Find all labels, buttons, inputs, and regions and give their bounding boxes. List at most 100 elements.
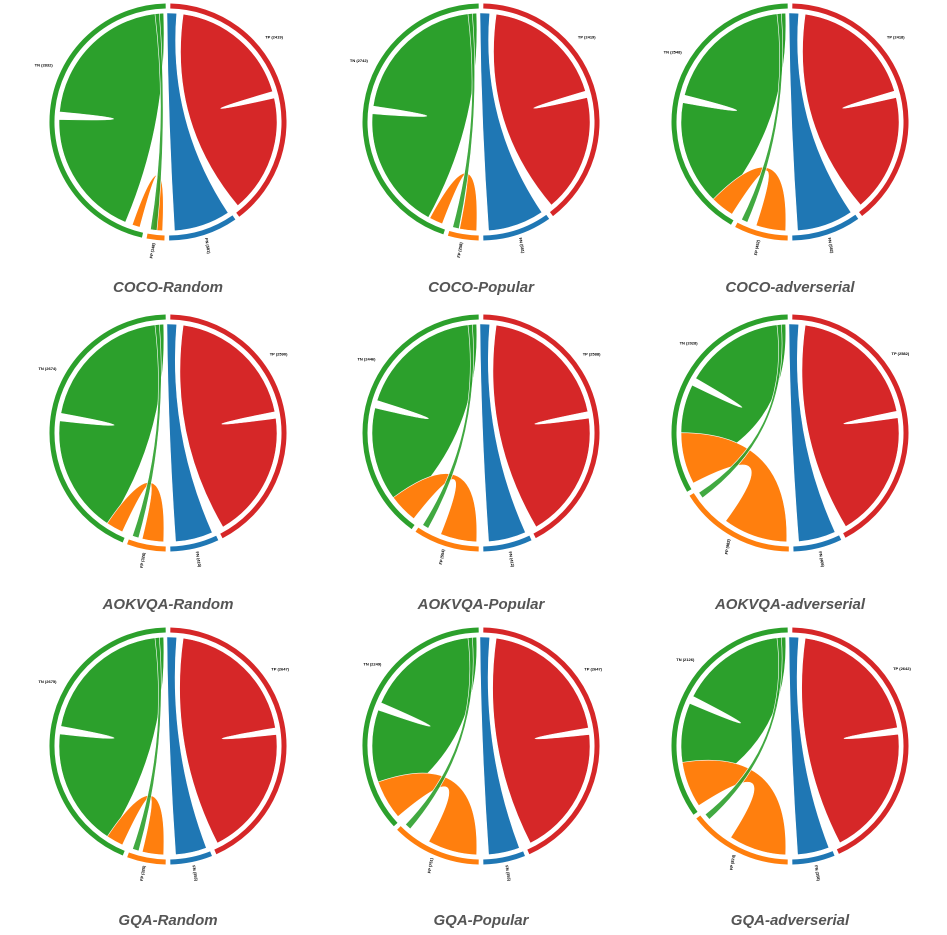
tp-arc xyxy=(792,627,909,854)
fp-arc xyxy=(447,230,479,241)
fn-ribbon xyxy=(166,323,213,543)
chart-title: GQA-Popular xyxy=(433,912,529,929)
tn-label: TN (2249) xyxy=(363,662,382,667)
tp-label: TP (2418) xyxy=(887,34,905,39)
tp-ribbon xyxy=(179,637,278,844)
fp-label: FP (258) xyxy=(456,241,464,258)
tp-arc xyxy=(792,3,909,217)
fp-ribbon xyxy=(106,482,165,543)
fn-label: FN (582) xyxy=(827,237,835,254)
tn-fp-link xyxy=(132,324,162,539)
fn-arc xyxy=(170,535,219,552)
fn-label: FN (353) xyxy=(191,865,199,882)
tp-ribbon xyxy=(493,13,591,206)
chord-chart: TP (2418) TN (2548) FP (452) FN (582) COCO-a… xyxy=(664,3,909,296)
fn-ribbon xyxy=(788,12,852,232)
fp-arc xyxy=(146,233,165,241)
tp-label: TP (2582) xyxy=(892,351,910,356)
tn-arc xyxy=(362,627,479,827)
tn-label: TN (2674) xyxy=(38,366,57,371)
fn-ribbon xyxy=(479,636,520,856)
tp-label: TP (2642) xyxy=(893,666,911,671)
tn-arc xyxy=(49,627,166,856)
fp-label: FP (148) xyxy=(148,242,156,259)
tn-arc xyxy=(362,314,479,530)
tp-ribbon xyxy=(802,13,900,206)
tn-arc xyxy=(362,3,479,235)
chart-title: GQA-Random xyxy=(118,912,217,929)
fn-label: FN (358) xyxy=(814,865,822,882)
fp-label: FP (751) xyxy=(426,857,434,874)
tn-fp-link xyxy=(132,637,162,852)
tn-label: TN (2446) xyxy=(357,357,376,362)
fp-ribbon xyxy=(392,473,478,543)
tp-arc xyxy=(483,314,600,539)
fn-arc xyxy=(792,851,835,865)
tp-ribbon xyxy=(492,324,591,528)
fp-ribbon xyxy=(377,772,478,856)
chart-title: COCO-Popular xyxy=(428,279,535,296)
fp-ribbon xyxy=(712,166,787,232)
tn-fp-link xyxy=(741,13,784,223)
tp-arc xyxy=(483,627,600,855)
fp-arc xyxy=(689,493,789,552)
fn-arc xyxy=(169,215,236,241)
chord-chart: TP (2642) TN (2126) FP (874) FN (358) GQA-ad… xyxy=(671,627,911,929)
chart-title: GQA-adverserial xyxy=(731,912,850,929)
fn-ribbon xyxy=(479,12,543,232)
fp-arc xyxy=(127,539,166,552)
fn-arc xyxy=(792,214,859,241)
tp-ribbon xyxy=(180,13,278,207)
fp-label: FP (452) xyxy=(753,239,761,256)
fp-arc xyxy=(397,826,479,865)
tp-ribbon xyxy=(801,637,900,844)
tp-ribbon xyxy=(492,637,591,844)
fn-arc xyxy=(483,851,525,865)
fn-label: FN (410) xyxy=(195,551,203,568)
fn-arc xyxy=(483,214,550,241)
tp-arc xyxy=(792,314,909,538)
tn-label: TN (2548) xyxy=(664,50,683,55)
fp-arc xyxy=(696,815,788,865)
tn-arc xyxy=(671,314,788,492)
chart-title: AOKVQA-Popular xyxy=(417,596,546,613)
tn-fp-link xyxy=(404,637,474,830)
fp-label: FP (874) xyxy=(729,854,737,871)
fn-ribbon xyxy=(788,323,836,542)
tn-label: TN (2742) xyxy=(350,58,369,63)
tp-ribbon xyxy=(179,324,278,528)
tp-label: TP (2590) xyxy=(270,351,288,356)
fp-arc xyxy=(415,527,479,552)
chord-chart: TP (2647) TN (2675) FP (325) FN (353) GQA-Ra… xyxy=(38,627,290,929)
chord-chart: TP (2647) TN (2249) FP (751) FN (353) GQA-Po… xyxy=(362,627,603,929)
tn-label: TN (2126) xyxy=(676,657,695,662)
tn-label: TN (2832) xyxy=(35,63,54,68)
chart-title: COCO-Random xyxy=(113,279,223,296)
tn-label: TN (2675) xyxy=(38,679,57,684)
fn-arc xyxy=(483,535,532,552)
chart-title: AOKVQA-adverserial xyxy=(714,596,866,613)
tp-label: TP (2588) xyxy=(583,351,601,356)
fp-ribbon xyxy=(680,432,788,543)
fp-arc xyxy=(735,222,788,241)
fp-arc xyxy=(127,852,166,865)
chord-chart: TP (2588) TN (2446) FP (554) FN (412) AOKVQA… xyxy=(357,314,601,613)
tp-label: TP (2647) xyxy=(584,666,602,671)
fn-label: FN (412) xyxy=(508,551,516,568)
fn-arc xyxy=(170,851,212,865)
fn-ribbon xyxy=(166,636,207,856)
fn-label: FN (353) xyxy=(504,865,512,882)
fn-label: FN (581) xyxy=(204,238,212,255)
fp-ribbon xyxy=(429,172,478,232)
chart-title: COCO-adverserial xyxy=(725,279,855,296)
tn-arc xyxy=(671,3,788,225)
chord-chart: TP (2590) TN (2674) FP (326) FN (410) AOKVQA… xyxy=(38,314,288,613)
fn-label: FN (581) xyxy=(518,237,526,254)
tn-fp-link xyxy=(704,637,783,820)
chord-chart: TP (2419) TN (2832) FP (148) FN (581) COCO-R… xyxy=(35,3,287,296)
chart-title: AOKVQA-Random xyxy=(102,596,234,613)
tp-label: TP (2419) xyxy=(265,35,283,40)
tn-arc xyxy=(49,314,166,543)
tn-fp-link xyxy=(452,13,476,230)
